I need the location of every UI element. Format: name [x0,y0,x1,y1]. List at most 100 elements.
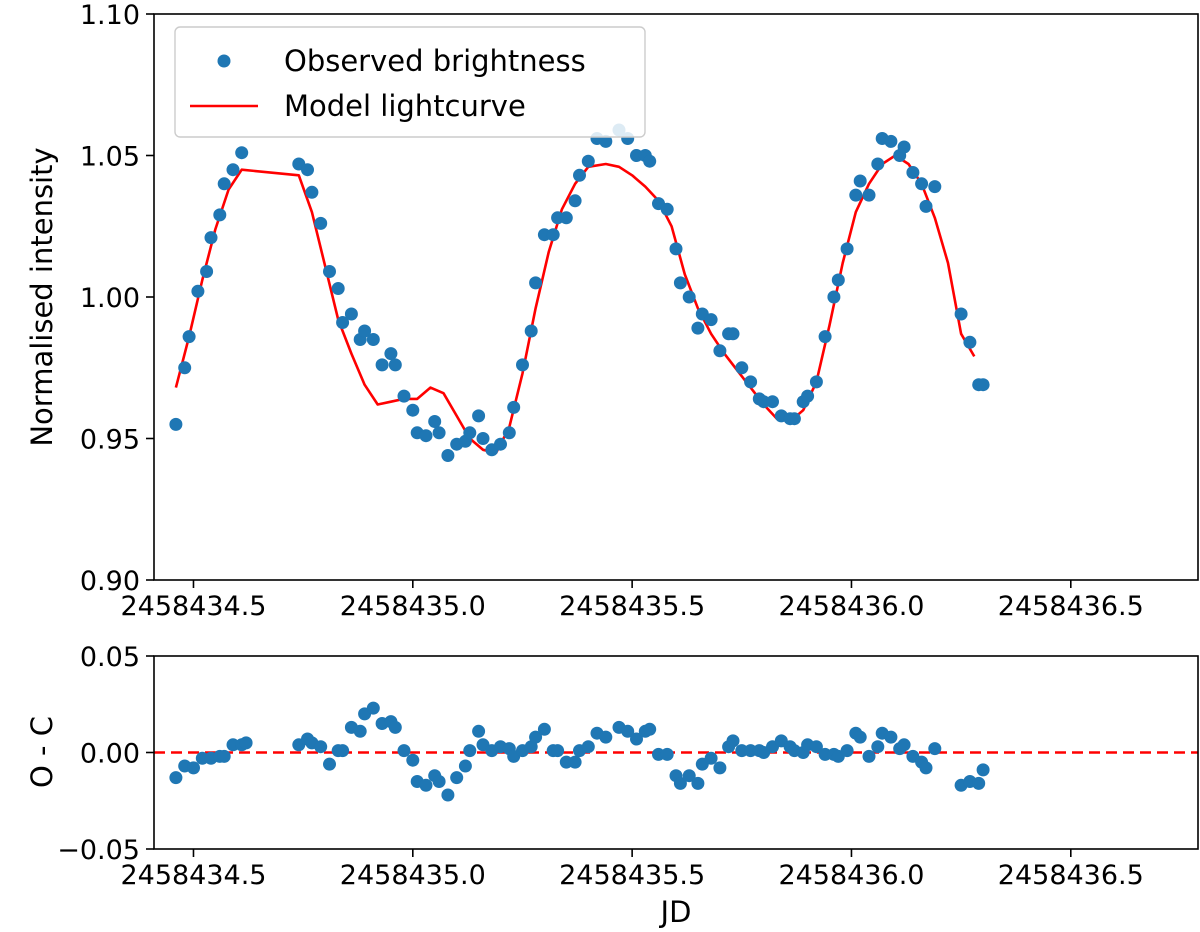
observed-point [182,330,196,344]
observed-point [919,199,933,213]
x-axis-label: JD [659,895,692,929]
observed-point [915,177,929,191]
residual-point [217,749,231,763]
residual-point [673,776,687,790]
observed-point [301,163,314,177]
residual-point [568,755,582,769]
observed-point [840,242,854,256]
y-tick-label: 1.00 [80,283,140,314]
y-tick-label: 0.05 [80,642,140,673]
x-tick-label: 2458436.0 [778,591,924,622]
residual-point [366,701,380,715]
observed-brightness-series [169,123,990,462]
observed-point [766,395,779,409]
residual-point [726,734,740,748]
observed-point [204,231,218,245]
main-x-axis: 2458434.5 2458435.0 2458435.5 2458436.0 2458… [120,580,1144,622]
observed-point [897,140,911,154]
observed-point [331,282,345,295]
residual-point [862,749,876,763]
y-tick-label: 0.90 [80,566,140,597]
residual-point [169,771,183,785]
observed-point [954,307,968,321]
observed-point [441,449,455,462]
observed-point [516,358,529,372]
y-tick-label: 1.05 [80,142,140,173]
residual-point [551,744,565,758]
observed-point [476,432,490,445]
observed-point [366,333,380,346]
residual-point [840,744,854,758]
observed-point [849,188,863,202]
main-y-axis: 0.90 0.95 1.00 1.05 1.10 [80,0,154,597]
observed-point [831,273,845,287]
residual-point [463,744,477,758]
observed-point [871,157,885,171]
y-tick-label: 0.00 [80,739,140,770]
observed-point [906,166,920,179]
observed-point [818,330,832,344]
residual-point [660,747,674,761]
observed-point [323,265,336,278]
x-tick-label: 2458434.5 [120,860,266,891]
observed-point [336,316,350,329]
observed-point [507,400,521,414]
observed-point [235,146,249,160]
observed-point [305,185,319,199]
observed-point [472,409,486,423]
observed-point [682,290,696,304]
model-lightcurve-line [174,154,976,454]
residual-point [529,730,543,744]
observed-point [419,429,433,443]
residuals-y-axis: −0.05 0.00 0.05 [57,642,154,866]
legend-box [174,26,646,138]
observed-point [581,154,595,168]
legend-model-label: Model lightcurve [284,89,526,123]
y-tick-label: −0.05 [57,835,140,866]
residual-point [472,724,486,738]
observed-point [801,389,815,403]
observed-point [713,344,727,358]
observed-point [827,290,841,304]
observed-point [862,188,876,202]
residual-point [691,776,705,790]
residual-point [809,740,823,754]
observed-point [726,327,740,341]
observed-point [524,324,538,338]
observed-point [744,375,758,389]
observed-point [463,426,477,440]
residual-point [406,753,420,767]
x-tick-label: 2458435.0 [340,860,486,891]
legend-observed-marker [217,54,231,68]
residual-point [187,761,200,775]
residual-point [599,730,613,744]
observed-point [213,208,227,222]
residual-point [871,740,885,754]
x-tick-label: 2458436.5 [998,860,1144,891]
residual-point [713,761,727,775]
residual-point [897,738,911,752]
observed-point [217,177,231,191]
observed-point [568,194,582,208]
observed-point [787,412,801,426]
x-tick-label: 2458435.0 [340,591,486,622]
residual-point [682,769,696,783]
main-panel: 2458434.5 2458435.0 2458435.5 2458436.0 2458… [25,0,1199,622]
residual-point [621,724,635,738]
residual-point [919,761,933,775]
x-tick-label: 2458434.5 [120,591,266,622]
observed-point [976,378,990,392]
residual-point [643,722,657,736]
residuals-panel: 2458434.5 2458435.0 2458435.5 2458436.0 2458… [25,642,1199,929]
residual-point [972,776,986,790]
residual-points-series [169,701,990,802]
observed-point [314,216,328,230]
observed-point [178,361,192,375]
observed-point [573,168,586,182]
observed-point [853,174,867,188]
observed-point [226,163,240,177]
residual-point [450,771,464,785]
x-tick-label: 2458436.0 [778,860,924,891]
observed-point [963,335,977,349]
